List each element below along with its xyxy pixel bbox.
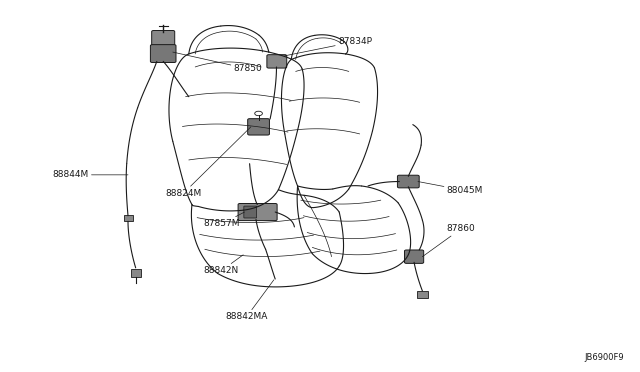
Text: 88045M: 88045M — [418, 182, 483, 195]
Text: 88842N: 88842N — [204, 255, 243, 275]
Bar — [131, 269, 141, 277]
Text: 88824M: 88824M — [165, 127, 251, 198]
Bar — [417, 291, 428, 298]
FancyBboxPatch shape — [244, 206, 257, 218]
FancyBboxPatch shape — [397, 175, 419, 188]
Text: JB6900F9: JB6900F9 — [584, 353, 624, 362]
FancyBboxPatch shape — [152, 31, 175, 46]
Text: 87860: 87860 — [422, 224, 476, 257]
FancyBboxPatch shape — [267, 55, 287, 68]
Text: 87850: 87850 — [173, 52, 262, 73]
Text: 87834P: 87834P — [285, 37, 372, 56]
FancyBboxPatch shape — [238, 203, 277, 221]
FancyBboxPatch shape — [248, 119, 269, 135]
FancyBboxPatch shape — [404, 250, 424, 263]
Text: 88844M: 88844M — [52, 170, 128, 179]
Text: 88842MA: 88842MA — [225, 280, 274, 321]
FancyBboxPatch shape — [150, 45, 176, 62]
Bar — [124, 215, 133, 221]
Text: 87857M: 87857M — [204, 212, 244, 228]
